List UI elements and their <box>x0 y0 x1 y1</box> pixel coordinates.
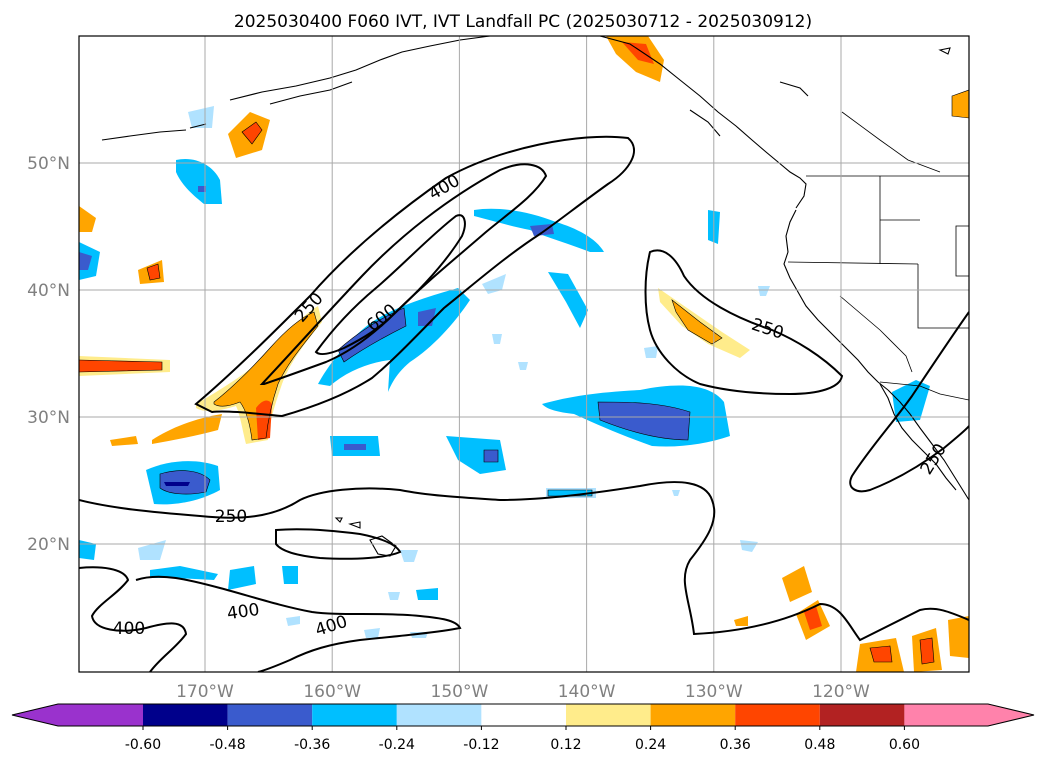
ivt-contour-250-baja <box>849 311 969 493</box>
ivt-label-400-southwest: 400 <box>113 619 145 639</box>
colorbar-tick-label: 0.24 <box>635 737 666 753</box>
colorbar-ticks: -0.60 -0.48 -0.36 -0.24 -0.12 0.12 0.24 0.36 0.4… <box>125 726 920 753</box>
colorbar-tick-label: 0.36 <box>720 737 751 753</box>
longitude-labels: 170°W 160°W 150°W 140°W 130°W 120°W <box>176 682 870 702</box>
colorbar-tick-label: -0.12 <box>463 737 499 753</box>
colorbar-tick-label: -0.24 <box>379 737 415 753</box>
colorbar-swatch <box>58 704 143 726</box>
latitude-label: 40°N <box>27 281 70 301</box>
colorbar-tick-label: 0.60 <box>889 737 920 753</box>
ivt-contours <box>79 135 969 672</box>
colorbar-tick-label: -0.36 <box>294 737 330 753</box>
colorbar-swatch <box>566 704 651 726</box>
longitude-label: 150°W <box>431 682 489 702</box>
colorbar-swatch <box>143 704 228 726</box>
positive-anomaly-ar-peak <box>256 400 272 440</box>
longitude-label: 160°W <box>303 682 361 702</box>
gridlines <box>79 36 969 672</box>
colorbar-extend-min <box>12 704 58 726</box>
pc-shading <box>79 36 969 672</box>
colorbar-swatches <box>11 703 1035 727</box>
ivt-contour-400-west <box>79 566 188 672</box>
longitude-label: 170°W <box>176 682 234 702</box>
colorbar-swatch <box>227 704 313 726</box>
latitude-label: 50°N <box>27 154 70 174</box>
ivt-contour-600 <box>314 214 466 356</box>
colorbar-swatch <box>650 704 736 726</box>
hawaii-coast <box>369 535 397 557</box>
latitude-label: 30°N <box>27 408 70 428</box>
colorbar-swatch <box>735 704 820 726</box>
map-panel: 400 250 600 250 250 250 400 400 400 170°… <box>27 35 970 702</box>
west-coast-us <box>783 209 889 391</box>
positive-anomaly-ar-core <box>214 312 318 440</box>
ivt-contour-400-south <box>135 575 462 672</box>
political-borders <box>787 111 969 401</box>
colorbar-swatch <box>396 704 482 726</box>
longitude-label: 120°W <box>812 682 870 702</box>
colorbar-swatch <box>819 704 905 726</box>
positive-anomaly-east <box>658 288 750 358</box>
latitude-label: 20°N <box>27 535 70 555</box>
map-frame <box>78 35 970 673</box>
colorbar-outline <box>11 703 1035 727</box>
longitude-label: 140°W <box>558 682 616 702</box>
longitude-label: 130°W <box>685 682 743 702</box>
pc-contour-outlines <box>79 89 969 665</box>
colorbar-swatch <box>904 704 988 726</box>
colorbar-tick-label: -0.60 <box>125 737 161 753</box>
ivt-contour-400 <box>259 163 548 385</box>
baja-coast <box>879 383 957 491</box>
map-background <box>79 36 969 672</box>
colorbar-tick-label: 0.48 <box>804 737 835 753</box>
ivt-label-250-south: 250 <box>215 507 247 527</box>
colorbar-swatch <box>481 704 566 726</box>
ivt-contour-250-hawaii <box>275 528 402 560</box>
colorbar: -0.60 -0.48 -0.36 -0.24 -0.12 0.12 0.24 0.36 0.4… <box>11 703 1035 753</box>
colorbar-tick-label: 0.12 <box>550 737 581 753</box>
colorbar-extend-max <box>988 704 1034 726</box>
map-title: 2025030400 F060 IVT, IVT Landfall PC (20… <box>234 12 812 32</box>
alaska-coast <box>229 36 491 101</box>
ivt-label-400-south-a: 400 <box>226 600 261 624</box>
ivt-contour-250-south <box>79 481 969 642</box>
colorbar-tick-label: -0.48 <box>209 737 245 753</box>
ivt-contour-250-east <box>644 249 844 396</box>
colorbar-swatch <box>312 704 397 726</box>
latitude-labels: 50°N 40°N 30°N 20°N <box>27 154 70 555</box>
coastlines <box>101 36 969 557</box>
ivt-contour-250-north <box>194 135 635 418</box>
